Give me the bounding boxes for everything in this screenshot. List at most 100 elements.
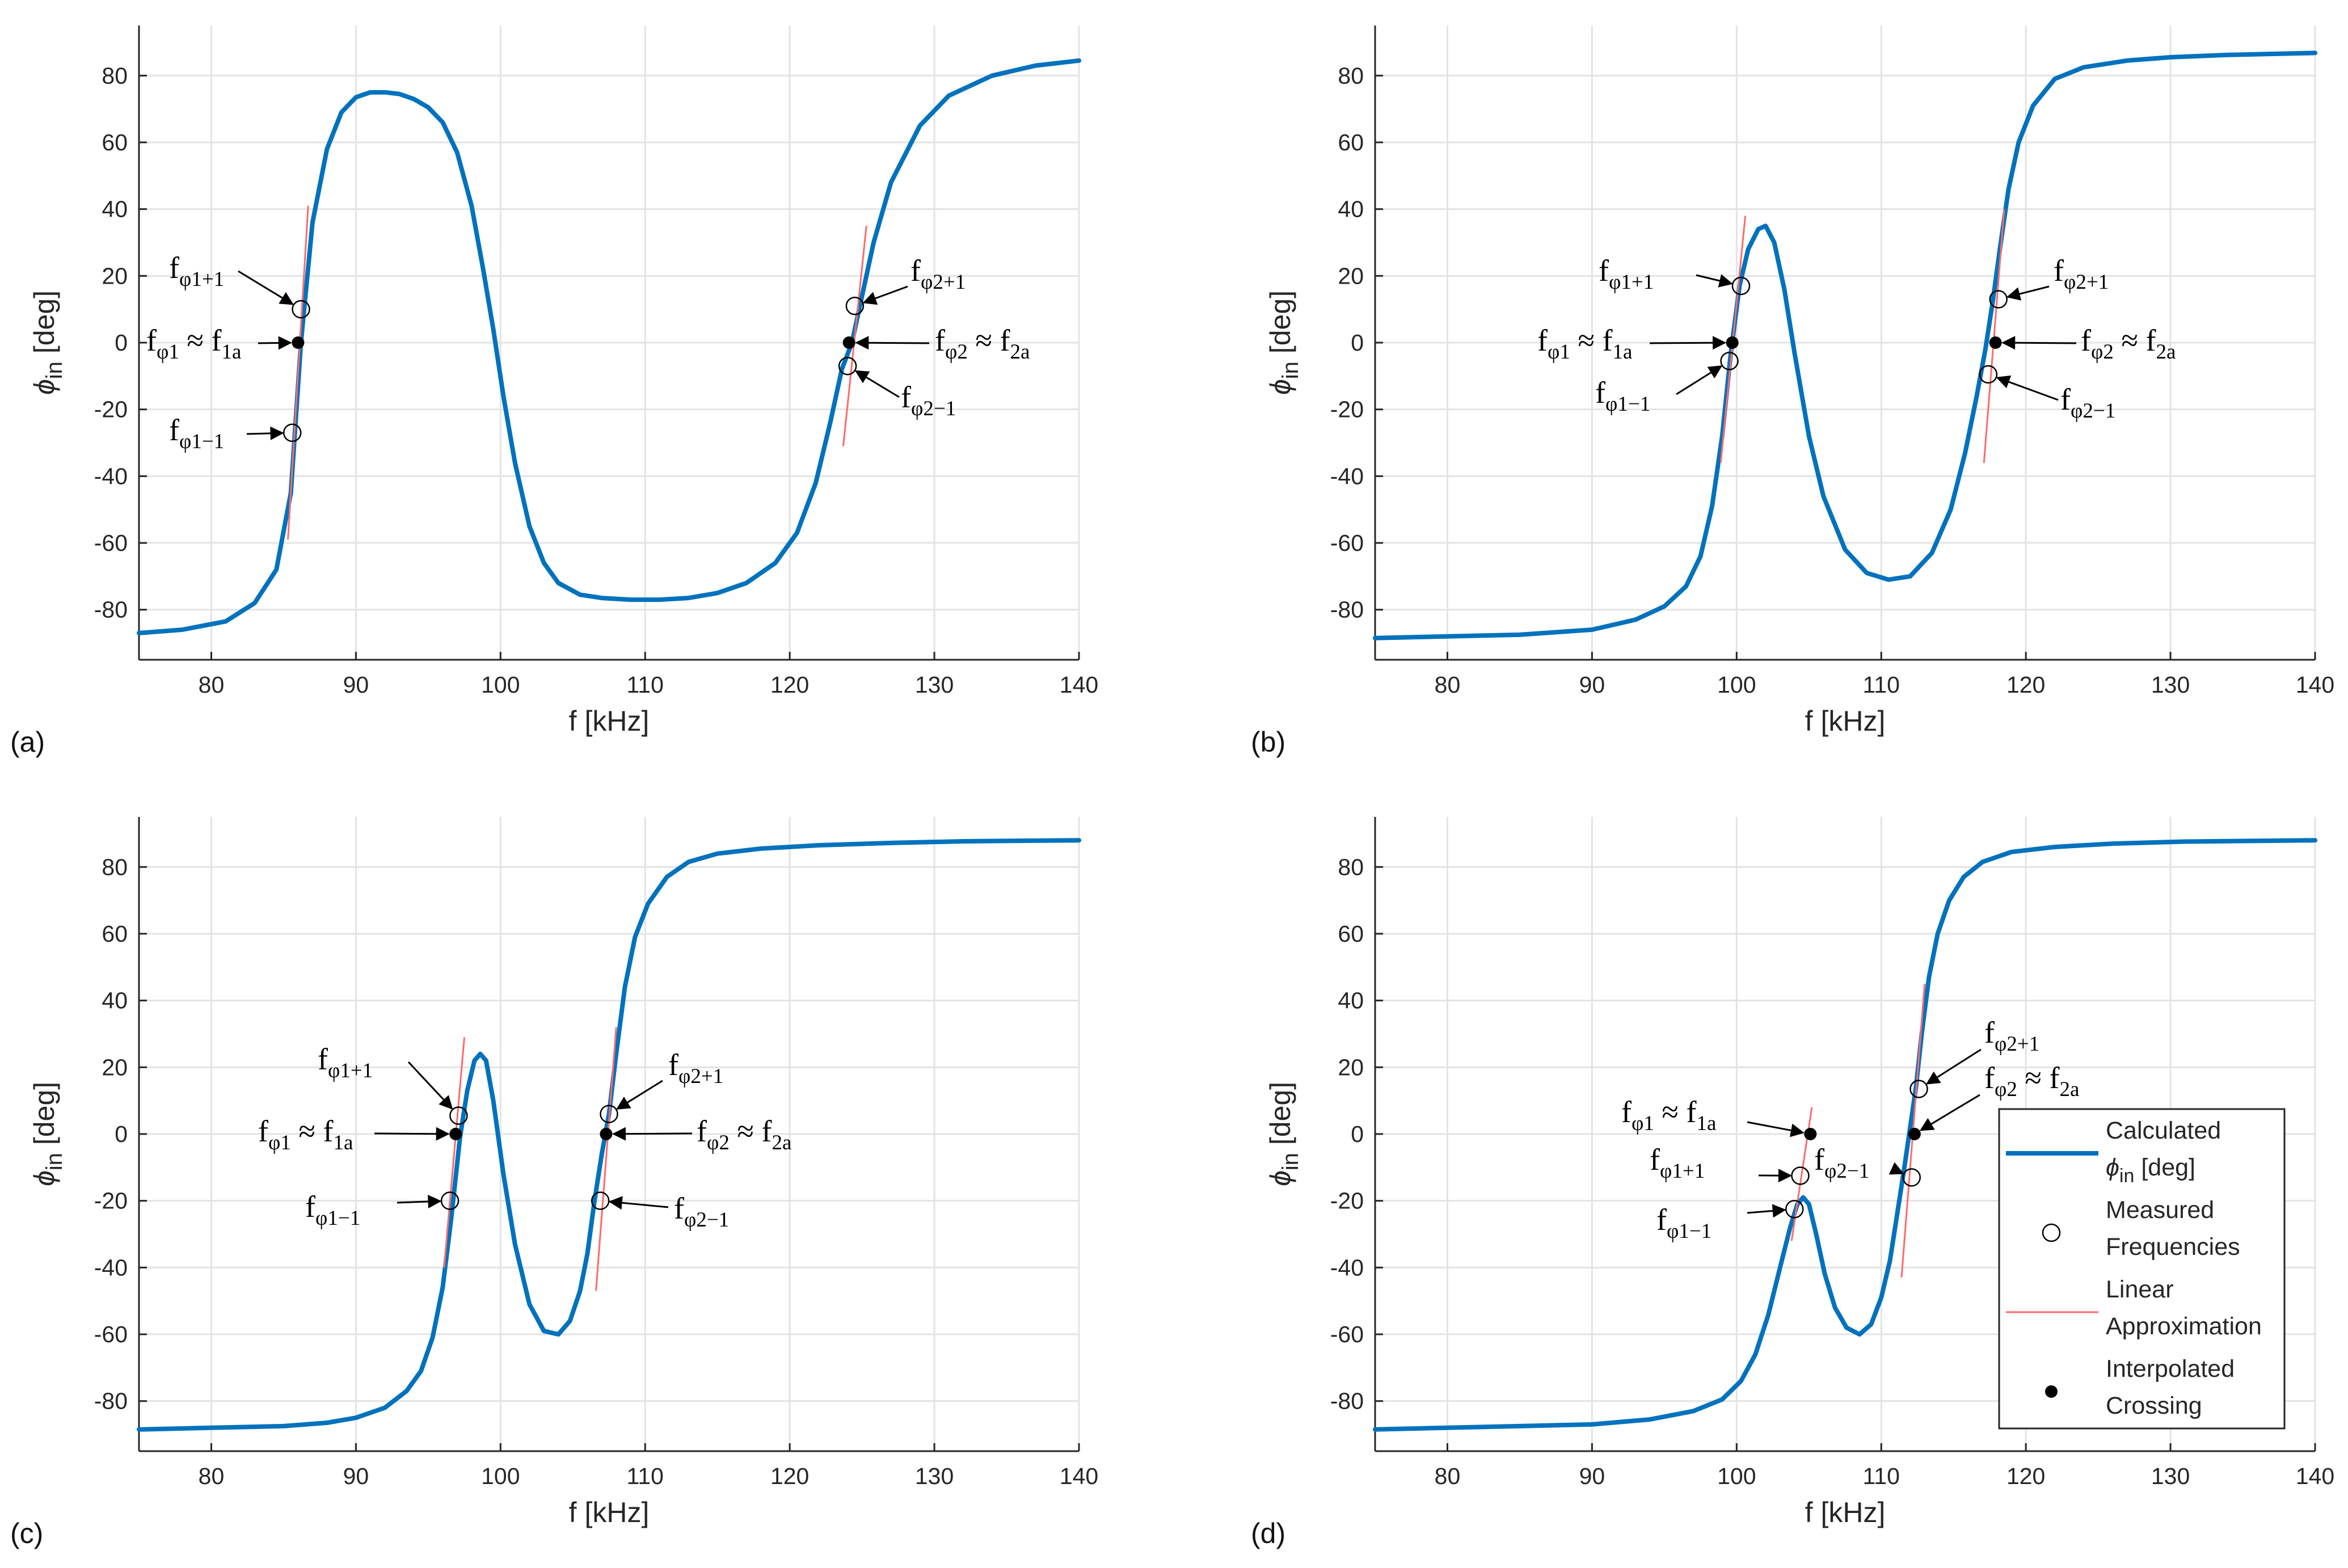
y-tick-label: -20: [1330, 1188, 1364, 1214]
annotation-p1: fφ1+1: [318, 1042, 373, 1082]
annotation-arrow: [1747, 1121, 1805, 1137]
legend-symbol-crossing: [2045, 1385, 2058, 1398]
legend-label: Frequencies: [2106, 1233, 2240, 1261]
legend-label: Measured: [2106, 1196, 2214, 1224]
annotation-p1: fφ1+1: [169, 251, 224, 291]
interpolated-crossing-marker: [1726, 336, 1739, 349]
y-tick-label: -60: [94, 1321, 128, 1347]
annotation-m1: fφ1−1: [1656, 1203, 1712, 1243]
legend-label: Approximation: [2106, 1313, 2262, 1340]
panel-label: (c): [10, 1518, 43, 1549]
y-axis-label: ϕin [deg]: [1264, 290, 1303, 395]
y-tick-label: -80: [94, 1388, 128, 1414]
y-tick-label: 20: [1338, 1054, 1364, 1080]
chart-panel-a: 80 90 100 110 120 130 140 -80 -60 -40 -20 0 20 40 60 80…: [10, 26, 1098, 758]
linear-approximation-line: [287, 205, 309, 540]
x-tick-label: 80: [199, 672, 225, 698]
annotation-c1: fφ1 ≈ f1a: [146, 323, 241, 364]
y-tick-label: -20: [1330, 397, 1364, 423]
y-tick-label: -60: [94, 530, 128, 556]
panel-label: (a): [10, 726, 45, 758]
measured-frequency-marker: [1909, 1080, 1928, 1098]
x-axis-label: f [kHz]: [1805, 1497, 1886, 1528]
y-tick-label: 20: [1338, 263, 1364, 289]
annotation-m2: fφ2−1: [674, 1191, 729, 1232]
annotation-arrow: [1996, 375, 2059, 401]
measured-frequency-marker: [845, 297, 865, 315]
y-axis-label: ϕin [deg]: [1264, 1082, 1303, 1186]
panel-label: (b): [1251, 726, 1285, 758]
y-tick-label: -40: [1330, 463, 1364, 489]
annotation-m2: fφ2−1: [2060, 382, 2115, 423]
measured-frequency-marker: [838, 356, 857, 376]
y-tick-label: -40: [94, 463, 128, 489]
x-axis-label: f [kHz]: [569, 1497, 650, 1528]
x-tick-label: 100: [1717, 1463, 1756, 1489]
linear-approximation-line: [842, 225, 867, 446]
chart-panel-c: 80 90 100 110 120 130 140 -80 -60 -40 -20 0 20 40 60 80…: [10, 817, 1098, 1549]
y-tick-label: 0: [115, 1121, 128, 1147]
x-tick-label: 120: [2006, 672, 2045, 698]
linear-approximation-line: [443, 1037, 466, 1268]
y-tick-label: 40: [1338, 196, 1364, 222]
y-tick-label: -60: [1330, 530, 1364, 556]
x-tick-label: 90: [1579, 1463, 1605, 1489]
measured-frequency-marker: [292, 300, 310, 319]
measured-frequency-marker: [1979, 365, 1998, 384]
x-tick-label: 110: [627, 1463, 664, 1489]
y-tick-label: 60: [1338, 129, 1364, 155]
annotation-arrow: [854, 370, 900, 398]
interpolated-crossing-marker: [449, 1128, 462, 1140]
annotation-p2: fφ2+1: [910, 254, 966, 294]
linear-approximation-line: [1983, 209, 2005, 463]
y-tick-label: 40: [102, 988, 128, 1014]
annotation-arrow: [407, 1061, 453, 1110]
y-tick-label: 0: [1351, 330, 1364, 356]
x-tick-label: 130: [2151, 1463, 2190, 1489]
x-tick-label: 110: [1863, 1463, 1900, 1489]
annotation-arrow: [1919, 1094, 1980, 1131]
x-tick-label: 120: [2006, 1463, 2045, 1489]
y-tick-label: 0: [1351, 1121, 1364, 1147]
x-tick-label: 80: [1435, 672, 1461, 698]
x-tick-label: 130: [915, 1463, 954, 1489]
y-axis-label: ϕin [deg]: [28, 1082, 67, 1186]
legend-box: [1998, 1108, 2286, 1430]
x-tick-label: 120: [770, 1463, 809, 1489]
x-tick-label: 110: [1863, 672, 1900, 698]
chart-panel-d: 80 90 100 110 120 130 140 -80 -60 -40 -20 0 20 40 60 80…: [1251, 817, 2334, 1549]
legend-label: Crossing: [2106, 1392, 2202, 1419]
annotation-arrow: [608, 1196, 669, 1210]
y-tick-label: 60: [102, 129, 128, 155]
y-tick-label: 80: [1338, 62, 1364, 88]
legend-symbol-measured: [2042, 1223, 2061, 1242]
y-tick-label: -20: [94, 397, 128, 423]
annotation-p2: fφ2+1: [1984, 1015, 2039, 1056]
y-tick-label: 40: [102, 196, 128, 222]
interpolated-crossing-marker: [1804, 1128, 1817, 1140]
interpolated-crossing-marker: [600, 1128, 613, 1140]
y-tick-label: 60: [102, 921, 128, 947]
x-tick-label: 130: [915, 672, 954, 698]
x-tick-label: 140: [1060, 1463, 1098, 1489]
legend-label: Linear: [2106, 1276, 2174, 1303]
annotation-p1: fφ1+1: [1599, 254, 1654, 294]
interpolated-crossing-marker: [842, 336, 855, 349]
y-tick-label: -80: [1330, 597, 1364, 623]
y-axis-label: ϕin [deg]: [28, 290, 67, 395]
annotation-m1: fφ1−1: [1595, 376, 1650, 416]
annotation-m2: fφ2−1: [901, 380, 956, 420]
annotation-c1: fφ1 ≈ f1a: [1621, 1095, 1716, 1135]
annotation-arrow: [2006, 285, 2050, 301]
x-tick-label: 140: [2296, 672, 2334, 698]
legend: Calculated ϕin [deg] Measured Frequencies Li…: [1998, 1108, 2286, 1430]
annotation-arrow: [862, 285, 908, 305]
x-axis-label: f [kHz]: [569, 705, 650, 737]
measured-frequency-marker: [449, 1106, 468, 1125]
annotation-c2: fφ2 ≈ f2a: [697, 1114, 791, 1154]
y-tick-label: -20: [94, 1188, 128, 1214]
x-tick-label: 90: [343, 1463, 369, 1489]
x-tick-label: 120: [770, 672, 809, 698]
annotation-m1: fφ1−1: [305, 1190, 360, 1230]
